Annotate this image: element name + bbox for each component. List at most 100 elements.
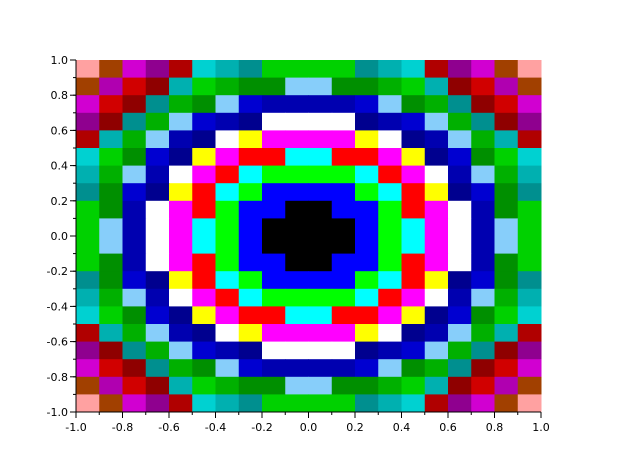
heatmap-cell [517,60,542,79]
heatmap-cell [355,218,379,237]
heatmap-cell [355,306,379,325]
heatmap-cell [424,271,449,290]
heatmap-cell [192,271,216,290]
heatmap-cell [122,271,147,290]
heatmap-cell [215,236,240,255]
heatmap-cell [308,271,333,290]
heatmap-cell [331,359,356,378]
heatmap-cell [424,306,449,325]
heatmap-cell [262,394,286,413]
heatmap-cell [215,60,240,79]
heatmap-cell [401,77,426,96]
heatmap-cell [285,218,309,237]
heatmap-cell [262,218,286,237]
heatmap-cell [99,359,123,378]
heatmap-cell [215,376,240,395]
heatmap-cell [331,112,356,131]
heatmap-cell [262,376,286,395]
heatmap-cell [401,95,426,114]
heatmap-cell [169,200,193,219]
heatmap-cell [285,271,309,290]
heatmap-cell [517,112,542,131]
heatmap-cell [285,95,309,114]
heatmap-cell [494,271,519,290]
heatmap-cell [238,183,263,202]
heatmap-cell [448,236,472,255]
heatmap-cell [308,148,333,167]
heatmap-cell [331,341,356,360]
heatmap-cell [308,130,333,149]
heatmap-cell [331,60,356,79]
heatmap-cell [355,324,379,343]
heatmap-cell [471,218,495,237]
heatmap-cell [238,165,263,184]
x-tick-label: -0.4 [205,421,226,434]
heatmap-cell [308,359,333,378]
heatmap-cell [169,341,193,360]
heatmap-cell [99,200,123,219]
heatmap-cell [192,288,216,307]
heatmap-cell [76,77,100,96]
heatmap-cell [331,376,356,395]
heatmap-cell [424,376,449,395]
heatmap-cell [517,165,542,184]
heatmap-cell [169,236,193,255]
heatmap-cell [215,183,240,202]
heatmap-cell [76,148,100,167]
heatmap-cell [215,77,240,96]
heatmap-cell [331,130,356,149]
heatmap-cell [262,324,286,343]
heatmap-cell [494,253,519,272]
heatmap-cell [76,95,100,114]
heatmap-cell [355,148,379,167]
heatmap-cell [308,60,333,79]
heatmap-cell [238,218,263,237]
heatmap-cell [517,253,542,272]
heatmap-cell [215,165,240,184]
heatmap-cell [401,148,426,167]
axes: -1.0 -0.8 -0.6 -0.4 -0.2 0.0 0.2 0.4 0.6 0.8 1.0 -1… [47,54,550,434]
heatmap-cell [424,288,449,307]
heatmap-cell [215,306,240,325]
heatmap-cell [378,95,402,114]
heatmap-cell [355,200,379,219]
heatmap-cell [517,200,542,219]
heatmap-cell [448,359,472,378]
heatmap-cell [145,218,170,237]
heatmap-cell [378,112,402,131]
heatmap-cell [99,271,123,290]
heatmap-cell [424,130,449,149]
heatmap-cell [355,236,379,255]
heatmap-cell [169,60,193,79]
heatmap-cell [192,218,216,237]
heatmap-cell [517,77,542,96]
heatmap-cell [169,165,193,184]
heatmap-cell [378,77,402,96]
heatmap-cell [448,165,472,184]
heatmap-cell [192,130,216,149]
heatmap-cell [145,271,170,290]
heatmap-cell [355,288,379,307]
heatmap-cell [424,77,449,96]
heatmap-cell [99,253,123,272]
heatmap-cell [145,112,170,131]
heatmap-cell [76,112,100,131]
heatmap-cell [145,200,170,219]
heatmap-cell [169,376,193,395]
heatmap-cell [215,218,240,237]
heatmap-cell [494,236,519,255]
heatmap-cell [238,200,263,219]
heatmap-cell [308,95,333,114]
heatmap-cell [355,341,379,360]
heatmap-cell [285,112,309,131]
heatmap-cell [355,60,379,79]
y-tick-label: 0.4 [51,160,69,173]
heatmap-cell [378,288,402,307]
heatmap-cell [262,306,286,325]
heatmap-cell [215,148,240,167]
heatmap-cell [331,148,356,167]
heatmap-cell [355,183,379,202]
heatmap-cell [122,341,147,360]
heatmap-cell [122,376,147,395]
heatmap-cell [192,112,216,131]
